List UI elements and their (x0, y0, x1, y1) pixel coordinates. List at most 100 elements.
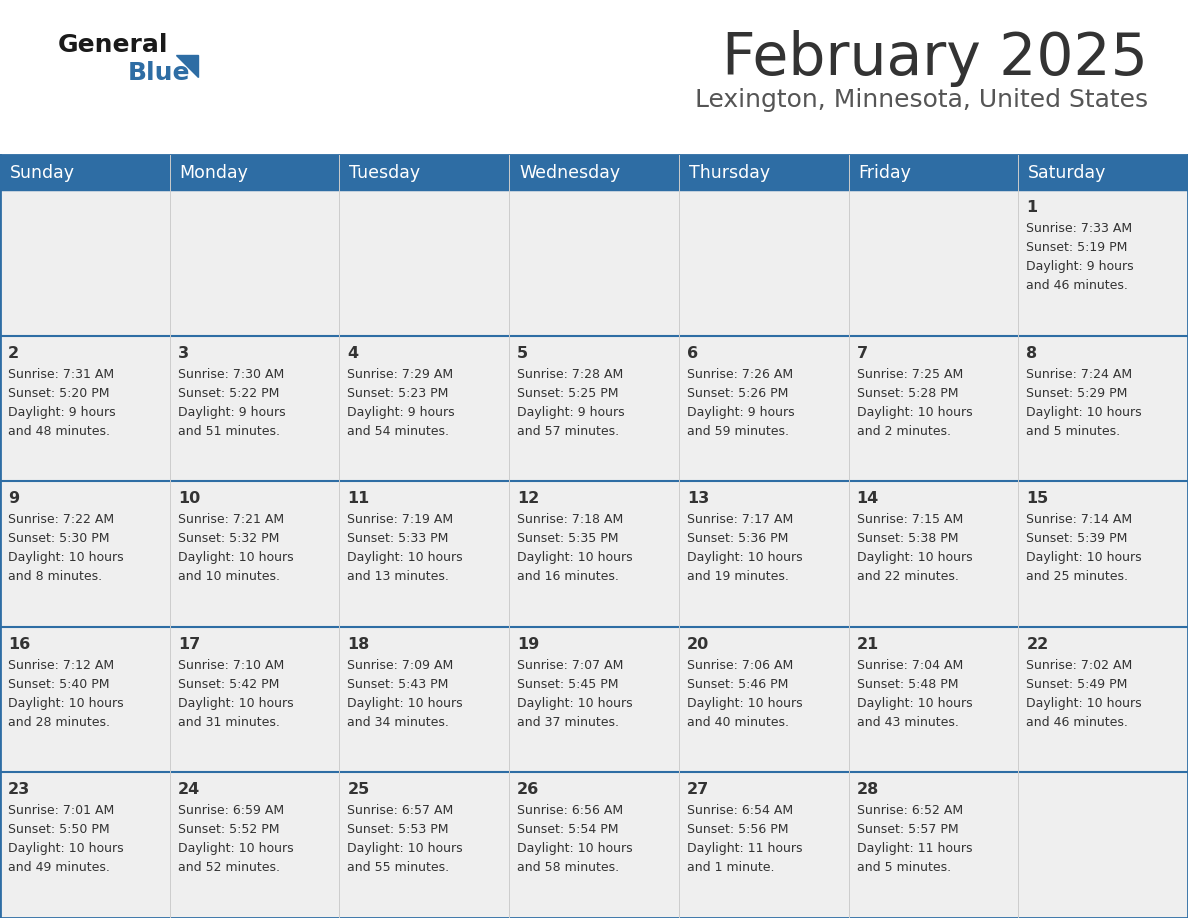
Text: Sunset: 5:40 PM: Sunset: 5:40 PM (8, 677, 109, 691)
Text: Sunset: 5:33 PM: Sunset: 5:33 PM (347, 532, 449, 545)
Text: Sunset: 5:50 PM: Sunset: 5:50 PM (8, 823, 109, 836)
Text: and 54 minutes.: and 54 minutes. (347, 425, 449, 438)
Text: Daylight: 10 hours: Daylight: 10 hours (1026, 697, 1142, 710)
Text: Sunset: 5:30 PM: Sunset: 5:30 PM (8, 532, 109, 545)
Bar (340, 190, 510, 336)
Text: Sunset: 5:23 PM: Sunset: 5:23 PM (347, 386, 449, 399)
Text: Sunset: 5:32 PM: Sunset: 5:32 PM (178, 532, 279, 545)
Bar (170, 627, 340, 772)
Bar (510, 336, 678, 481)
Text: and 59 minutes.: and 59 minutes. (687, 425, 789, 438)
Text: Sunset: 5:56 PM: Sunset: 5:56 PM (687, 823, 789, 836)
Text: and 48 minutes.: and 48 minutes. (8, 425, 110, 438)
Text: and 13 minutes.: and 13 minutes. (347, 570, 449, 583)
Bar (510, 481, 678, 627)
Text: Sunset: 5:19 PM: Sunset: 5:19 PM (1026, 241, 1127, 254)
Bar (170, 336, 340, 481)
Text: and 5 minutes.: and 5 minutes. (857, 861, 950, 875)
Text: Sunset: 5:43 PM: Sunset: 5:43 PM (347, 677, 449, 691)
Text: and 40 minutes.: and 40 minutes. (687, 716, 789, 729)
Text: 24: 24 (178, 782, 200, 798)
Text: and 37 minutes.: and 37 minutes. (517, 716, 619, 729)
Bar (848, 772, 1018, 918)
Text: Sunset: 5:53 PM: Sunset: 5:53 PM (347, 823, 449, 836)
Text: Sunset: 5:42 PM: Sunset: 5:42 PM (178, 677, 279, 691)
Text: and 51 minutes.: and 51 minutes. (178, 425, 279, 438)
Text: Sunrise: 7:04 AM: Sunrise: 7:04 AM (857, 659, 962, 672)
Text: 17: 17 (178, 637, 200, 652)
Text: and 58 minutes.: and 58 minutes. (517, 861, 619, 875)
Text: 21: 21 (857, 637, 879, 652)
Text: 26: 26 (517, 782, 539, 798)
Text: Daylight: 10 hours: Daylight: 10 hours (1026, 406, 1142, 419)
Text: February 2025: February 2025 (722, 30, 1148, 87)
Text: 20: 20 (687, 637, 709, 652)
Bar (1018, 627, 1188, 772)
Text: Sunset: 5:38 PM: Sunset: 5:38 PM (857, 532, 958, 545)
Text: Daylight: 10 hours: Daylight: 10 hours (687, 697, 802, 710)
Text: and 46 minutes.: and 46 minutes. (1026, 279, 1129, 292)
Text: Sunrise: 7:10 AM: Sunrise: 7:10 AM (178, 659, 284, 672)
Text: Friday: Friday (859, 163, 911, 182)
Text: Sunset: 5:57 PM: Sunset: 5:57 PM (857, 823, 959, 836)
Text: 10: 10 (178, 491, 200, 506)
Text: Sunset: 5:26 PM: Sunset: 5:26 PM (687, 386, 788, 399)
Text: Sunrise: 7:07 AM: Sunrise: 7:07 AM (517, 659, 624, 672)
Bar (1018, 190, 1188, 336)
Text: and 8 minutes.: and 8 minutes. (8, 570, 102, 583)
Text: 11: 11 (347, 491, 369, 506)
Polygon shape (176, 55, 198, 77)
Text: Daylight: 9 hours: Daylight: 9 hours (517, 406, 625, 419)
Text: Sunset: 5:35 PM: Sunset: 5:35 PM (517, 532, 619, 545)
Text: Sunrise: 7:21 AM: Sunrise: 7:21 AM (178, 513, 284, 526)
Bar (678, 336, 848, 481)
Text: Daylight: 10 hours: Daylight: 10 hours (8, 697, 124, 710)
Text: and 19 minutes.: and 19 minutes. (687, 570, 789, 583)
Text: Sunrise: 7:31 AM: Sunrise: 7:31 AM (8, 367, 114, 381)
Text: Sunset: 5:54 PM: Sunset: 5:54 PM (517, 823, 619, 836)
Text: Sunrise: 7:12 AM: Sunrise: 7:12 AM (8, 659, 114, 672)
Text: Daylight: 9 hours: Daylight: 9 hours (8, 406, 115, 419)
Bar (0, 481, 170, 627)
Bar (1018, 772, 1188, 918)
Text: 7: 7 (857, 345, 867, 361)
Text: 23: 23 (8, 782, 30, 798)
Text: and 16 minutes.: and 16 minutes. (517, 570, 619, 583)
Text: Sunset: 5:46 PM: Sunset: 5:46 PM (687, 677, 788, 691)
Text: Sunrise: 7:33 AM: Sunrise: 7:33 AM (1026, 222, 1132, 235)
Text: Daylight: 10 hours: Daylight: 10 hours (857, 697, 972, 710)
Text: Blue: Blue (128, 61, 190, 85)
Bar (170, 772, 340, 918)
Text: Sunrise: 6:57 AM: Sunrise: 6:57 AM (347, 804, 454, 817)
Text: Monday: Monday (179, 163, 248, 182)
Text: Sunday: Sunday (10, 163, 75, 182)
Text: Daylight: 10 hours: Daylight: 10 hours (1026, 551, 1142, 565)
Text: Sunrise: 7:17 AM: Sunrise: 7:17 AM (687, 513, 794, 526)
Text: Daylight: 10 hours: Daylight: 10 hours (347, 551, 463, 565)
Text: and 46 minutes.: and 46 minutes. (1026, 716, 1129, 729)
Text: Daylight: 10 hours: Daylight: 10 hours (8, 551, 124, 565)
Text: 15: 15 (1026, 491, 1049, 506)
Text: Sunrise: 7:22 AM: Sunrise: 7:22 AM (8, 513, 114, 526)
Text: Daylight: 10 hours: Daylight: 10 hours (857, 406, 972, 419)
Text: and 34 minutes.: and 34 minutes. (347, 716, 449, 729)
Text: and 25 minutes.: and 25 minutes. (1026, 570, 1129, 583)
Text: Sunrise: 6:52 AM: Sunrise: 6:52 AM (857, 804, 962, 817)
Text: Sunrise: 7:15 AM: Sunrise: 7:15 AM (857, 513, 962, 526)
Text: Sunset: 5:49 PM: Sunset: 5:49 PM (1026, 677, 1127, 691)
Text: Sunrise: 6:59 AM: Sunrise: 6:59 AM (178, 804, 284, 817)
Text: and 31 minutes.: and 31 minutes. (178, 716, 279, 729)
Text: Sunrise: 7:30 AM: Sunrise: 7:30 AM (178, 367, 284, 381)
Text: Daylight: 10 hours: Daylight: 10 hours (347, 697, 463, 710)
Text: and 1 minute.: and 1 minute. (687, 861, 775, 875)
Text: Wednesday: Wednesday (519, 163, 620, 182)
Text: Sunset: 5:36 PM: Sunset: 5:36 PM (687, 532, 788, 545)
Bar (0, 772, 170, 918)
Text: Saturday: Saturday (1029, 163, 1107, 182)
Text: Thursday: Thursday (689, 163, 770, 182)
Text: and 10 minutes.: and 10 minutes. (178, 570, 279, 583)
Text: Sunrise: 7:06 AM: Sunrise: 7:06 AM (687, 659, 794, 672)
Text: Sunrise: 7:14 AM: Sunrise: 7:14 AM (1026, 513, 1132, 526)
Text: and 22 minutes.: and 22 minutes. (857, 570, 959, 583)
Text: 27: 27 (687, 782, 709, 798)
